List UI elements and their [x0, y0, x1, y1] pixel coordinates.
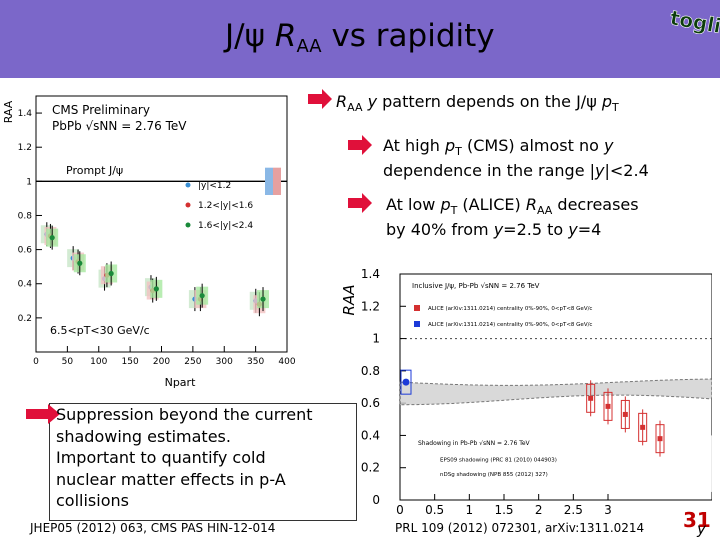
x-tick-label: 200	[153, 357, 170, 367]
cms-raa-plot: 0 50 100 150 200 250 300 350 400 0.2 0.4 0.6 0.8 1 1.2…	[2, 95, 296, 389]
chart-annotation: Prompt J/ψ	[66, 164, 123, 177]
chart-title: Inclusive J/ψ, Pb-Pb √sNN = 2.76 TeV	[412, 282, 540, 290]
x-tick-label: 150	[122, 357, 139, 367]
x-axis-label: Npart	[165, 376, 196, 389]
legend-label: 1.6<|y|<2.4	[198, 221, 253, 231]
y-tick-label: 0.2	[18, 314, 32, 324]
x-tick-label: 350	[247, 357, 264, 367]
chart-title: CMS Preliminary	[52, 103, 150, 117]
data-point	[199, 293, 205, 299]
y-tick-label: 0.2	[361, 461, 380, 475]
data-point	[108, 270, 114, 277]
y-tick-label: 0.6	[361, 396, 380, 410]
arrow-icon	[308, 89, 332, 109]
x-tick-label: 1	[466, 503, 474, 517]
logo-text: toglier	[668, 5, 720, 42]
bullet-high-pt: At high pT (CMS) almost no y dependence …	[383, 136, 649, 181]
suppression-line: collisions	[56, 491, 129, 510]
suppression-line: Suppression beyond the current	[56, 405, 313, 424]
y-tick-label: 1	[372, 332, 380, 346]
title-bar	[0, 0, 720, 78]
data-point	[605, 403, 611, 409]
x-tick-label: 3	[604, 503, 612, 517]
suppression-text: Suppression beyond the current shadowing…	[56, 404, 352, 512]
y-tick-label: 1.4	[361, 267, 380, 281]
shadowing-legend-box	[414, 435, 712, 492]
y-tick-label: 0.6	[18, 246, 33, 256]
y-tick-label: 1.4	[18, 109, 33, 119]
legend-label: |y|<1.2	[198, 181, 231, 191]
reference-right: PRL 109 (2012) 072301, arXiv:1311.0214	[395, 521, 645, 535]
x-tick-label: 2	[535, 503, 543, 517]
x-tick-label: 50	[62, 357, 74, 367]
x-tick-label: 1.5	[494, 503, 513, 517]
uncertainty-box	[400, 369, 412, 395]
y-tick-label: 1	[26, 177, 32, 187]
legend-marker	[414, 321, 420, 327]
arrow-icon	[26, 404, 60, 424]
suppression-line: nuclear matter effects in p-A	[56, 469, 286, 489]
y-tick-label: 0.4	[18, 280, 33, 290]
slide-title: J/ψ RAA vs rapidity	[225, 18, 495, 57]
legend-label: 1.2<|y|<1.6	[198, 201, 253, 211]
arrow-icon	[348, 193, 372, 213]
data-point	[588, 395, 594, 401]
legend-marker	[185, 182, 191, 188]
legend-label: ALICE (arXiv:1311.0214) centrality 0%-90…	[428, 322, 592, 328]
shadowing-band	[399, 378, 712, 406]
data-point	[640, 424, 646, 430]
y-axis-label: RAA	[340, 285, 358, 316]
data-point	[402, 378, 410, 386]
y-tick-label: 1.2	[18, 143, 32, 153]
legend-marker	[185, 202, 191, 208]
shadowing-label: EPS09 shadowing (PRC 81 (2010) 044903)	[440, 457, 557, 463]
chart-subtitle: PbPb √sNN = 2.76 TeV	[52, 119, 187, 133]
global-uncertainty-box	[265, 167, 273, 195]
x-tick-label: 300	[216, 357, 233, 367]
suppression-line: Important to quantify cold	[56, 448, 266, 467]
shadowing-label: nDSg shadowing (NPB 855 (2012) 327)	[440, 472, 548, 478]
y-tick-label: 0.8	[361, 364, 380, 378]
y-tick-label: 0.8	[18, 211, 33, 221]
y-axis-label: RAA	[2, 100, 15, 123]
page-number: 31	[683, 508, 711, 532]
reference-left: JHEP05 (2012) 063, CMS PAS HIN-12-014	[30, 521, 276, 535]
suppression-box	[49, 403, 357, 521]
x-tick-label: 250	[184, 357, 201, 367]
x-tick-label: 2.5	[564, 503, 583, 517]
data-point	[77, 260, 83, 266]
data-point	[657, 436, 663, 442]
suppression-line: shadowing estimates.	[56, 426, 231, 446]
x-tick-label: 0	[396, 503, 404, 517]
data-point	[260, 296, 266, 302]
data-point	[153, 286, 159, 292]
arrow-icon	[348, 135, 372, 155]
bullet-raa-pattern: RAA y pattern depends on the J/ψ pT	[336, 92, 619, 115]
logo-toglier: toglier	[668, 5, 720, 42]
y-tick-label: 0.4	[361, 428, 380, 442]
pt-range-label: 6.5<pT<30 GeV/c	[50, 324, 150, 337]
legend-marker	[414, 305, 420, 311]
shadowing-label: Shadowing in Pb-Pb √sNN = 2.76 TeV	[418, 440, 531, 447]
x-tick-label: 0	[33, 357, 39, 367]
global-uncertainty-box	[273, 167, 281, 195]
data-point	[622, 411, 628, 417]
corner-y-label: y	[697, 520, 706, 538]
data-point	[49, 235, 55, 241]
legend-marker	[185, 222, 191, 228]
y-tick-label: 0	[372, 493, 380, 507]
x-tick-label: 100	[90, 357, 107, 367]
y-tick-label: 1.2	[361, 299, 380, 313]
x-tick-label: 0.5	[425, 503, 444, 517]
x-tick-label: 400	[278, 357, 295, 367]
legend-label: ALICE (arXiv:1311.0214) centrality 0%-90…	[428, 306, 592, 312]
bullet-low-pt: At low pT (ALICE) RAA decreases by 40% f…	[386, 195, 639, 240]
